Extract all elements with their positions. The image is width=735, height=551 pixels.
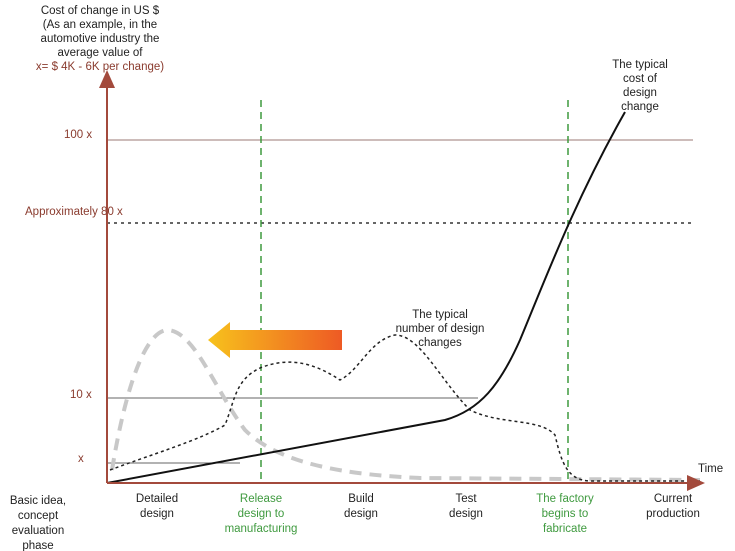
level-label: x <box>78 453 84 465</box>
phase-label: evaluation <box>12 525 64 537</box>
annotation: design <box>623 87 657 99</box>
phase-label: design <box>449 508 483 520</box>
y-axis-title: automotive industry the <box>41 33 160 45</box>
design-changes-curve <box>109 334 700 482</box>
phase-label: Detailed <box>136 493 178 505</box>
y-axis-title-highlight: x= $ 4K - 6K per change) <box>36 61 164 73</box>
level-label: Approximately 80 x <box>25 206 123 218</box>
phase-label: phase <box>22 540 53 551</box>
annotation: cost of <box>623 73 658 85</box>
y-axis-title: Cost of change in US $ <box>41 5 160 17</box>
cost-curve <box>106 111 626 484</box>
annotation: The typical <box>412 309 468 321</box>
phase-label: Test <box>455 493 477 505</box>
phase-label: production <box>646 508 700 520</box>
phase-label: Current <box>654 493 693 505</box>
y-axis-title: average value of <box>57 47 143 59</box>
annotation: changes <box>418 337 462 349</box>
annotation: number of design <box>396 323 485 335</box>
phase-label: begins to <box>542 508 589 520</box>
phase-label: design <box>140 508 174 520</box>
phase-label: design <box>344 508 378 520</box>
phase-label: fabricate <box>543 523 587 535</box>
early-changes-curve <box>110 327 701 482</box>
phase-label: concept <box>18 510 59 522</box>
annotation: change <box>621 101 659 113</box>
phase-label: Build <box>348 493 374 505</box>
shift-arrow <box>208 322 342 358</box>
level-label: 100 x <box>64 129 92 141</box>
phase-label: manufacturing <box>225 523 298 535</box>
y-axis-title: (As an example, in the <box>43 19 157 31</box>
phase-label: The factory <box>536 493 594 505</box>
annotation: The typical <box>612 59 668 71</box>
phase-label: design to <box>238 508 285 520</box>
phase-label: Release <box>240 493 282 505</box>
x-axis-title: Time <box>698 463 723 475</box>
phase-label: Basic idea, <box>10 495 66 507</box>
level-label: 10 x <box>70 389 92 401</box>
